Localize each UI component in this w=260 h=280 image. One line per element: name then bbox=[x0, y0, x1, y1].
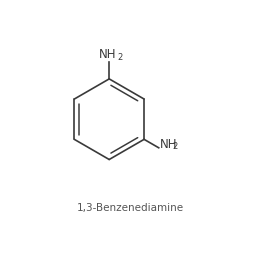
Text: 1,3-Benzenediamine: 1,3-Benzenediamine bbox=[76, 203, 184, 213]
Text: NH: NH bbox=[99, 48, 117, 61]
Text: 2: 2 bbox=[118, 53, 123, 62]
Text: NH: NH bbox=[160, 138, 178, 151]
Text: 2: 2 bbox=[173, 142, 178, 151]
